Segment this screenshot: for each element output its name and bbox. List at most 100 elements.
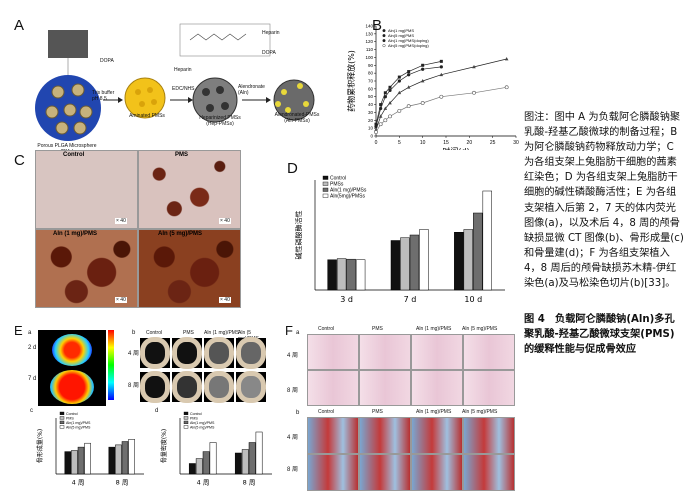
- data-point: [378, 114, 383, 118]
- data-point: [439, 59, 443, 63]
- e-sub-c: c: [30, 408, 33, 414]
- legend-label: PMS: [190, 416, 198, 420]
- category-label: 7 d: [404, 295, 417, 304]
- data-point: [379, 103, 383, 107]
- f-sub-b: b: [296, 410, 300, 416]
- heparin-chem-structure: [179, 23, 271, 57]
- data-point: [397, 75, 401, 79]
- y-axis-label: 骨量密度(%): [160, 429, 168, 463]
- data-point: [383, 95, 387, 99]
- legend-label: Aln(5mg)/PMSs: [330, 194, 366, 200]
- bar: [84, 442, 91, 475]
- legend-swatch: [59, 416, 65, 420]
- figure-title: 图 4 负载阿仑膦酸钠(Aln)多孔聚乳酸-羟基乙酸微球支架(PMS)的缓释性能…: [524, 314, 675, 356]
- data-point: [406, 85, 411, 89]
- data-point: [378, 122, 383, 127]
- panel-a-diagram: [35, 23, 315, 141]
- bar: [409, 234, 420, 291]
- label-dopa-chem: DOPA: [262, 50, 276, 56]
- legend-swatch: [183, 420, 189, 424]
- series-line-0: [375, 61, 442, 125]
- c-label-pms: PMS: [175, 152, 189, 158]
- legend-label: Aln(1 mg)/PMS: [190, 421, 215, 425]
- legend-label: Control: [190, 412, 202, 416]
- data-point: [439, 65, 443, 69]
- x-tick-label: 15: [443, 140, 449, 146]
- f-sub-a: a: [296, 330, 300, 336]
- caption: 图注：图中 A 为负载阿仑膦酸钠聚乳酸-羟基乙酸微球的制备过程；B 为阿仑膦酸钠…: [524, 112, 684, 290]
- bar: [400, 237, 410, 291]
- sem-thumbnail: [48, 30, 88, 58]
- y-tick-label: 110: [366, 47, 374, 52]
- y-tick-label: 100: [365, 55, 373, 60]
- y-tick-label: 80: [368, 71, 374, 76]
- y-tick-label: 30: [368, 110, 374, 115]
- label-dopa: DOPA: [100, 58, 114, 64]
- panel-a-letter: A: [14, 17, 25, 34]
- e-a-row-2d: 2 d: [28, 345, 37, 351]
- data-point: [383, 91, 387, 95]
- f-b-col-aln1: Aln (1 mg)/PMS: [416, 409, 452, 415]
- x-tick-label: 5: [398, 140, 401, 146]
- c-mag-3: × 40: [115, 297, 127, 303]
- bar: [121, 441, 129, 475]
- category-label: 4 周: [197, 479, 210, 487]
- series-line-2: [375, 58, 507, 130]
- data-point: [397, 79, 401, 83]
- f-row-4w-b: 4 周: [287, 435, 299, 441]
- data-point: [374, 130, 378, 134]
- y-axis-label: 碱性磷酸酶活性: [294, 211, 303, 260]
- stain-control: [35, 150, 138, 229]
- c-label-aln1: Aln (1 mg)/PMS: [53, 231, 98, 237]
- c-mag-2: × 40: [219, 218, 231, 224]
- label-edc: EDC/NHS: [172, 86, 195, 92]
- x-axis-label: 时间(d): [442, 146, 469, 150]
- category-label: 8 周: [243, 479, 256, 487]
- data-point: [421, 63, 425, 67]
- bar: [128, 439, 135, 475]
- f-col-control: Control: [318, 326, 335, 332]
- y-axis-label: 药物累积释放(%): [346, 50, 356, 112]
- label-heparinized: Heparinized PMSs (Hep-PMSs): [199, 115, 241, 127]
- bar: [419, 229, 429, 291]
- panel-c-letter: C: [14, 152, 25, 169]
- data-point: [420, 79, 425, 83]
- data-point: [406, 104, 411, 109]
- bar: [463, 229, 473, 291]
- e-a-row-7d: 7 d: [28, 376, 37, 382]
- bar: [336, 258, 347, 291]
- y-tick-label: 0: [370, 134, 373, 139]
- data-point: [388, 101, 392, 105]
- legend-swatch: [322, 187, 329, 192]
- legend-marker: [382, 44, 386, 48]
- category-label: 4 周: [72, 479, 85, 487]
- bar: [234, 452, 242, 475]
- data-point: [388, 85, 392, 89]
- c-mag-1: × 40: [115, 218, 127, 224]
- f-b-col-pms: PMS: [372, 409, 383, 415]
- x-tick-label: 0: [375, 140, 378, 146]
- ect-row-8w: 8 周: [128, 383, 140, 389]
- label-heparin-arrow: Heparin: [174, 67, 192, 73]
- y-tick-label: 10: [368, 126, 374, 131]
- y-tick-label: 90: [368, 63, 374, 68]
- f-row-8w-b: 8 周: [287, 467, 299, 473]
- data-point: [374, 122, 378, 126]
- data-point: [379, 106, 383, 111]
- panel-b-letter: B: [372, 17, 383, 34]
- legend-marker: [382, 34, 386, 38]
- e-sub-b: b: [132, 330, 136, 336]
- data-point: [388, 88, 392, 93]
- data-point: [397, 90, 402, 95]
- y-tick-label: 50: [368, 94, 374, 99]
- y-axis-label: 骨形成量(%): [36, 429, 44, 463]
- data-point: [388, 114, 392, 119]
- micro-ct-grid: Control PMS Aln (1 mg)/PMS Aln (5 mg)/PM…: [140, 330, 270, 406]
- ect-col-pms: PMS: [183, 330, 194, 336]
- bar: [454, 232, 464, 291]
- label-heparin-chem: Heparin: [262, 30, 280, 36]
- data-point: [439, 72, 444, 77]
- bar: [115, 444, 122, 475]
